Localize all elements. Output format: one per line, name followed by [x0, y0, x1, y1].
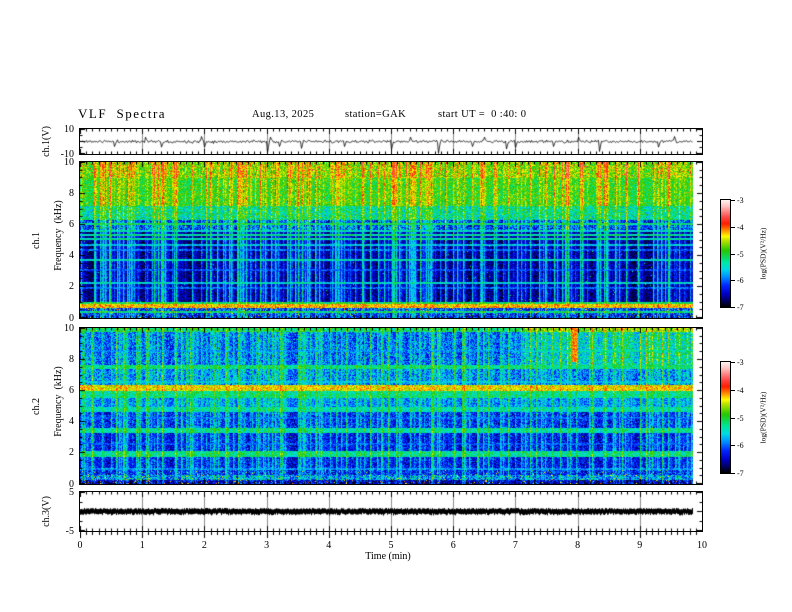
tick-label: 6: [69, 385, 74, 396]
tick-label: -6: [737, 276, 744, 285]
tick-label: 0: [77, 540, 83, 551]
tick-label: 3: [264, 540, 270, 551]
colorbar-ch1: [720, 199, 731, 308]
tick-label: 10: [64, 323, 74, 334]
ch1-waveform-plot: [80, 129, 702, 154]
tick-label: 7: [512, 540, 518, 551]
tick-label: -6: [737, 441, 744, 450]
colorbar-tick: [730, 362, 735, 363]
tick-label: -4: [737, 386, 744, 395]
tick-label: 4: [326, 540, 332, 551]
tick-label: -5: [737, 414, 744, 423]
tick-label: -3: [737, 358, 744, 367]
tick-label: 8: [69, 188, 74, 199]
tick-label: 0: [69, 479, 74, 490]
colorbar-tick: [730, 445, 735, 446]
ch2-spectrogram-panel: [79, 327, 703, 485]
colorbar-tick: [730, 390, 735, 391]
ch3-waveform-plot: [80, 492, 702, 531]
tick-label: 10: [64, 157, 74, 168]
start-ut-label: start UT = 0 :40: 0: [438, 109, 527, 120]
tick-label: 5: [388, 540, 394, 551]
ch3-waveform-panel: [79, 491, 703, 532]
station-label: station=GAK: [345, 109, 407, 120]
tick-label: -4: [737, 223, 744, 232]
tick-label: 8: [575, 540, 581, 551]
tick-label: -7: [737, 469, 744, 478]
tick-label: -3: [737, 196, 744, 205]
colorbar-ch2-gradient: [721, 362, 730, 473]
colorbar-tick: [730, 307, 735, 308]
tick-label: 1: [139, 540, 145, 551]
tick-label: -7: [737, 303, 744, 312]
ch1-waveform-panel: [79, 128, 703, 155]
tick-label: 2: [69, 281, 74, 292]
tick-label: 8: [69, 354, 74, 365]
tick-label: -5: [65, 526, 74, 537]
date-label: Aug.13, 2025: [252, 109, 315, 120]
ch1-spectrogram-plot: [80, 162, 702, 318]
tick-label: 6: [450, 540, 456, 551]
tick-label: 4: [69, 250, 74, 261]
tick-label: -5: [737, 250, 744, 259]
colorbar-tick: [730, 254, 735, 255]
colorbar-tick: [730, 473, 735, 474]
tick-label: 2: [69, 447, 74, 458]
tick-label: 9: [637, 540, 643, 551]
colorbar-ch2: [720, 361, 731, 474]
ch2-spectrogram-plot: [80, 328, 702, 484]
tick-label: 4: [69, 416, 74, 427]
colorbar-ch1-gradient: [721, 200, 730, 307]
tick-label: 2: [201, 540, 207, 551]
colorbar-tick: [730, 227, 735, 228]
tick-label: 0: [69, 313, 74, 324]
x-axis-outer-ticks: [80, 532, 702, 541]
tick-label: -10: [60, 149, 74, 160]
colorbar-tick: [730, 418, 735, 419]
ch1-spectrogram-panel: [79, 161, 703, 319]
tick-label: 10: [697, 540, 707, 551]
tick-label: 10: [64, 124, 74, 135]
tick-label: 6: [69, 219, 74, 230]
x-axis-title: Time (min): [365, 551, 411, 562]
page-title: VLF Spectra: [78, 106, 167, 121]
colorbar-tick: [730, 200, 735, 201]
tick-label: 5: [69, 487, 74, 498]
colorbar-tick: [730, 280, 735, 281]
